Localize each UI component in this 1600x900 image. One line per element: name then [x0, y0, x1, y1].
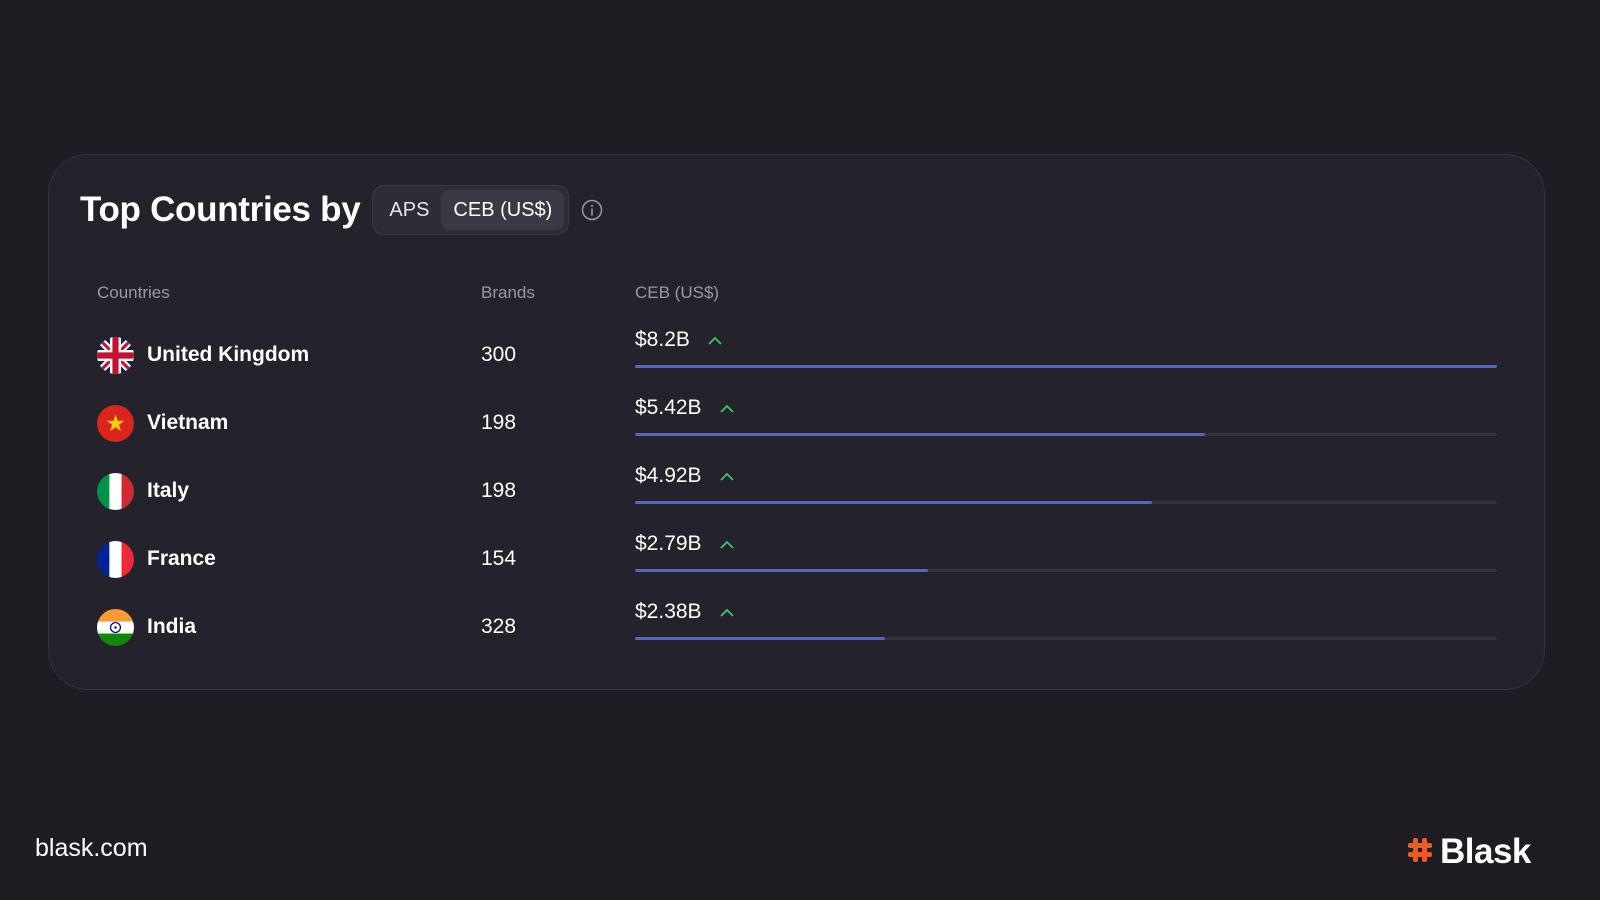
- ceb-bar-fill: [635, 569, 929, 572]
- brands-count: 328: [481, 615, 517, 638]
- logo-text: Blask: [1440, 832, 1531, 871]
- ceb-value: $2.38B: [635, 600, 702, 623]
- ceb-value-row: $5.42B: [635, 396, 734, 420]
- table-row[interactable]: India 328 $2.38B: [49, 597, 1544, 657]
- card-title: Top Countries by: [80, 190, 361, 229]
- brands-count: 154: [481, 547, 517, 570]
- vietnam-flag-icon: [97, 405, 134, 442]
- ceb-bar-fill: [635, 433, 1205, 436]
- trend-up-icon: [708, 336, 722, 345]
- blask-logo[interactable]: Blask: [1406, 832, 1531, 872]
- italy-flag-icon: [97, 473, 134, 510]
- ceb-value-row: $2.79B: [635, 532, 734, 556]
- country-name: Italy: [147, 479, 190, 502]
- table-row[interactable]: Italy 198 $4.92B: [49, 461, 1544, 521]
- ceb-value-row: $4.92B: [635, 464, 734, 488]
- info-icon[interactable]: [581, 199, 603, 221]
- country-name: United Kingdom: [147, 343, 310, 366]
- table-row[interactable]: Vietnam 198 $5.42B: [49, 393, 1544, 453]
- trend-up-icon: [719, 540, 734, 549]
- ceb-value: $2.79B: [635, 532, 702, 555]
- trend-up-icon: [719, 472, 734, 481]
- card-header: Top Countries by APS CEB (US$): [80, 185, 603, 235]
- brands-count: 300: [481, 343, 517, 366]
- ceb-bar-fill: [635, 637, 885, 640]
- toggle-aps[interactable]: APS: [389, 199, 430, 221]
- uk-flag-icon: [97, 337, 134, 374]
- france-flag-icon: [97, 541, 134, 578]
- column-header-ceb[interactable]: CEB (US$): [635, 283, 720, 302]
- toggle-ceb[interactable]: CEB (US$): [441, 190, 565, 230]
- brands-count: 198: [481, 479, 517, 502]
- trend-up-icon: [719, 608, 734, 617]
- country-name: Vietnam: [147, 411, 229, 434]
- ceb-bar-track: [635, 501, 1497, 504]
- country-name: France: [147, 547, 216, 570]
- ceb-bar-fill: [635, 365, 1497, 368]
- table-row[interactable]: France 154 $2.79B: [49, 529, 1544, 589]
- ceb-value-row: $8.2B: [635, 328, 722, 352]
- footer-url[interactable]: blask.com: [35, 834, 148, 862]
- ceb-value-row: $2.38B: [635, 600, 734, 624]
- column-header-brands[interactable]: Brands: [481, 283, 535, 302]
- hash-icon: [1406, 836, 1434, 869]
- country-name: India: [147, 615, 197, 638]
- ceb-bar-track: [635, 637, 1497, 640]
- india-flag-icon: [97, 609, 134, 646]
- brands-count: 198: [481, 411, 517, 434]
- ceb-value: $5.42B: [635, 396, 702, 419]
- ceb-value: $8.2B: [635, 328, 690, 351]
- ceb-bar-track: [635, 365, 1497, 368]
- ceb-bar-fill: [635, 501, 1153, 504]
- top-countries-card: Top Countries by APS CEB (US$) Countries…: [48, 154, 1545, 690]
- metric-toggle: APS CEB (US$): [372, 185, 570, 235]
- ceb-value: $4.92B: [635, 464, 702, 487]
- ceb-bar-track: [635, 569, 1497, 572]
- trend-up-icon: [719, 404, 734, 413]
- ceb-bar-track: [635, 433, 1497, 436]
- table-row[interactable]: United Kingdom 300 $8.2B: [49, 325, 1544, 385]
- column-header-countries[interactable]: Countries: [97, 283, 170, 302]
